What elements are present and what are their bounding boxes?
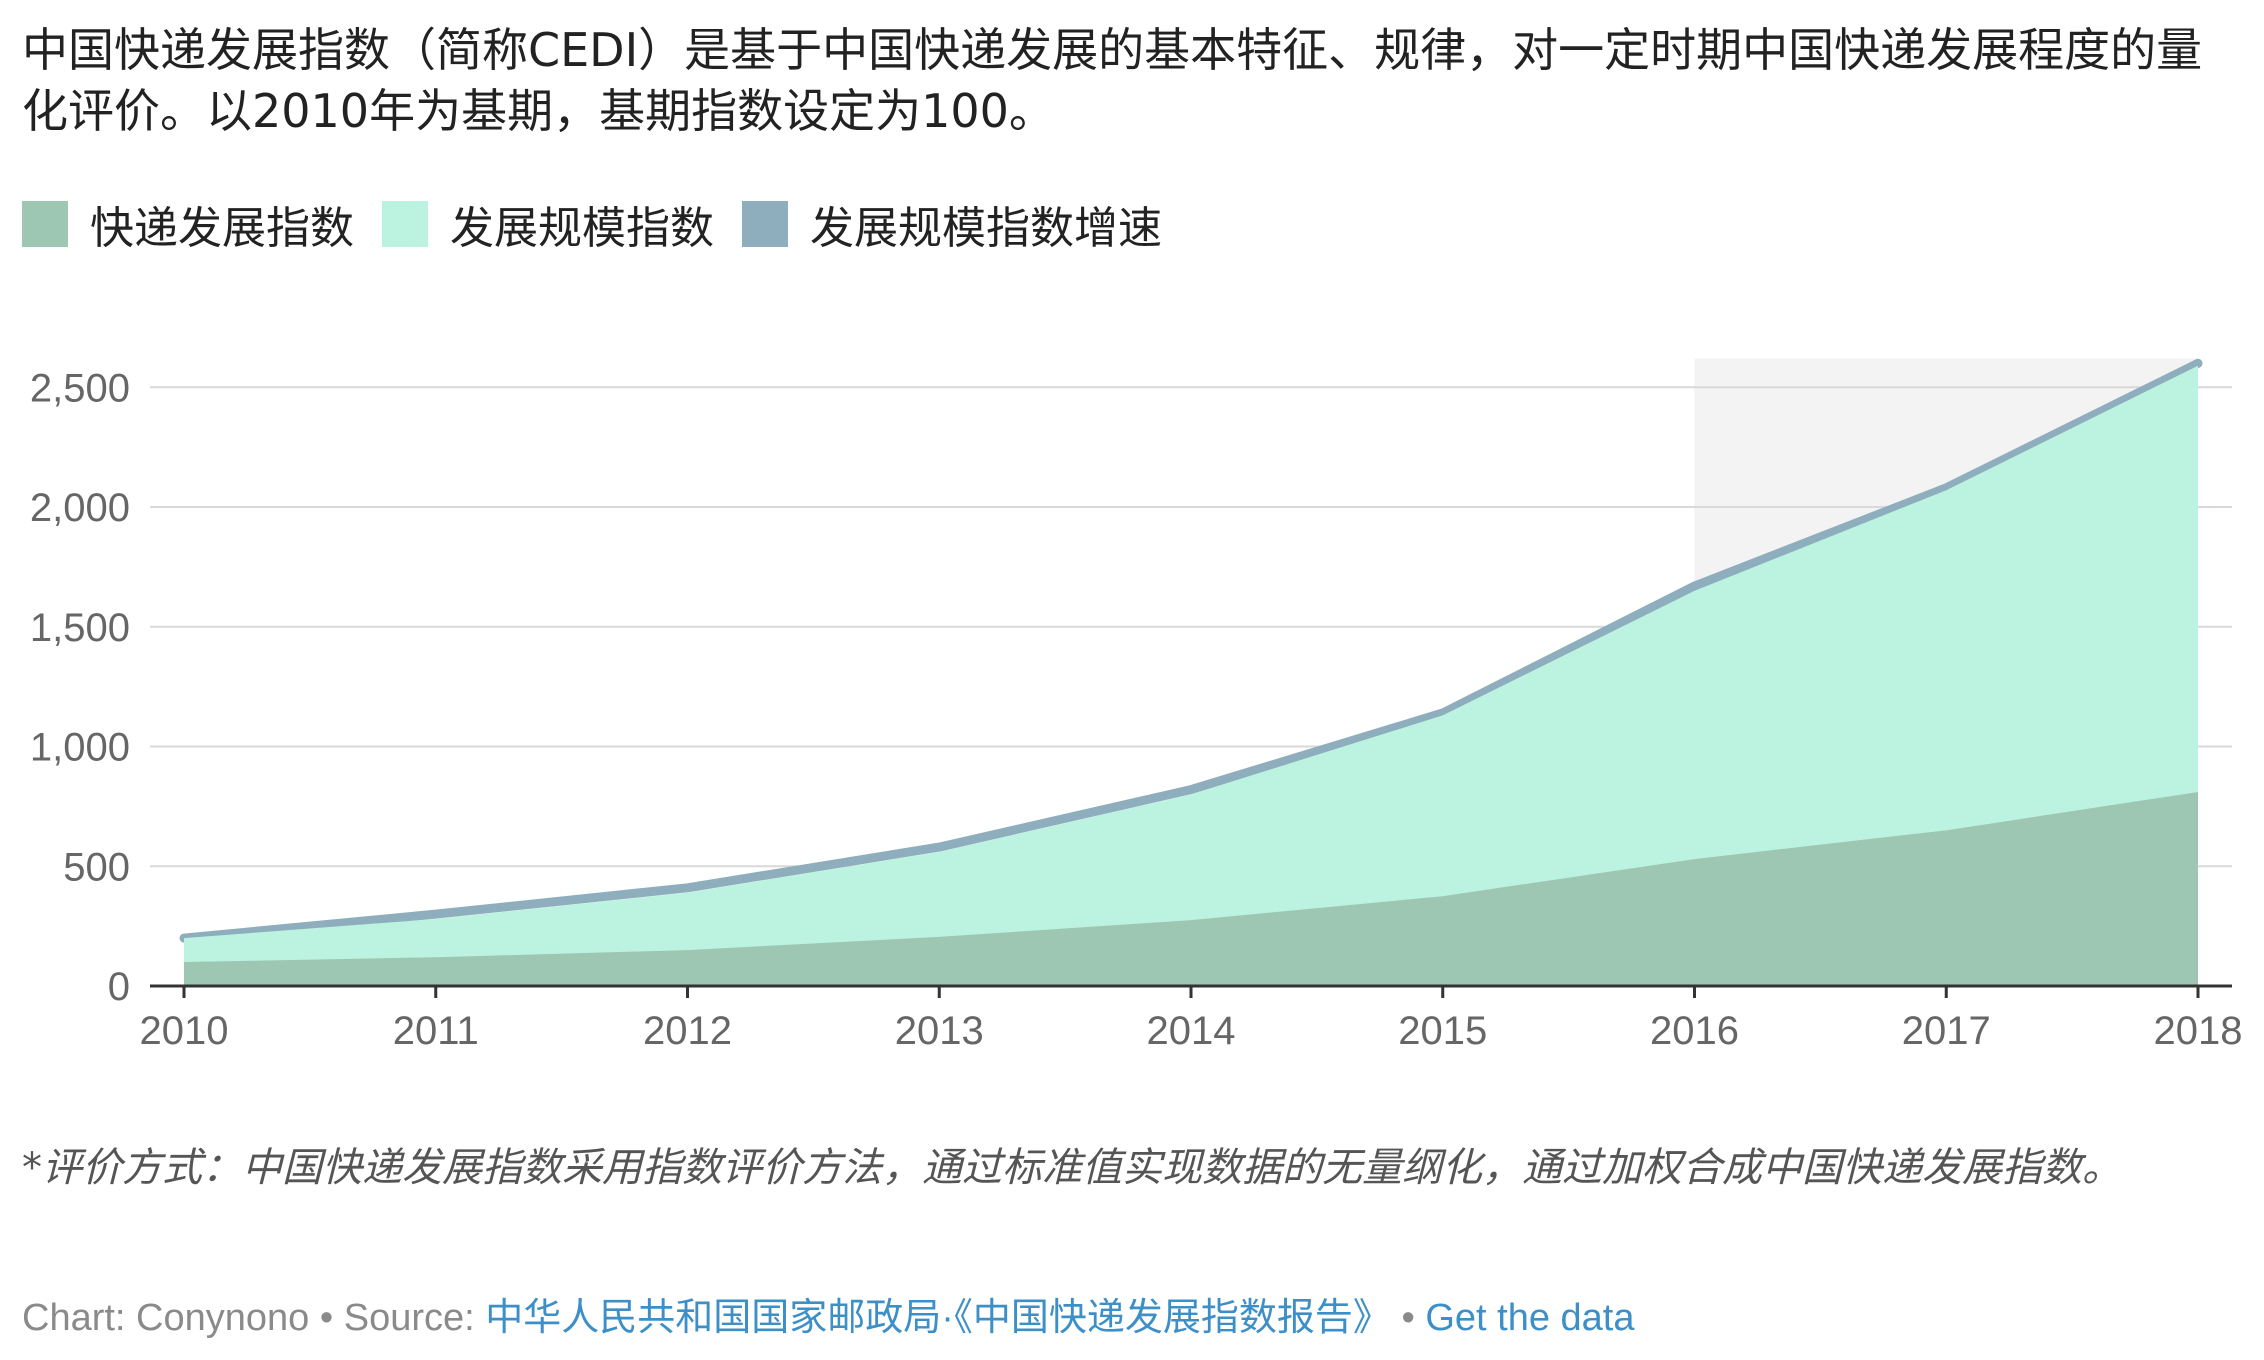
series-cedi-area [184,792,2198,986]
area-layer [179,358,2203,986]
x-tick-label: 2012 [643,1009,732,1053]
legend-swatch-cedi [22,201,68,247]
legend-label-growth: 发展规模指数增速 [810,203,1162,254]
y-tick-label: 0 [108,965,130,1009]
series-growth-line [179,358,2203,943]
footer-separator: • [309,1297,344,1339]
legend-swatch-growth [742,201,788,247]
x-tick-label: 2015 [1398,1009,1487,1053]
legend-item-cedi[interactable]: 快递发展指数 [22,192,354,256]
series-scale-area [184,365,2198,986]
legend-label-cedi: 快递发展指数 [90,203,354,254]
axis-layer: 0 500 1,000 1,500 2,000 2,500 2010 2011 2012 2013… [30,366,2243,1053]
y-tick-label: 2,500 [30,366,130,410]
get-data-link[interactable]: Get the data [1425,1297,1635,1339]
chart-intro-text: 中国快递发展指数（简称CEDI）是基于中国快递发展的基本特征、规律，对一定时期中… [22,23,2203,138]
chart-legend: 快递发展指数 发展规模指数 发展规模指数增速 [22,192,1190,256]
legend-item-growth[interactable]: 发展规模指数增速 [742,192,1162,256]
x-tick-label: 2011 [393,1009,479,1053]
y-tick-label: 1,500 [30,606,130,650]
x-tick-label: 2014 [1147,1009,1236,1053]
x-tick-label: 2013 [895,1009,984,1053]
legend-swatch-scale [382,201,428,247]
x-tick-label: 2016 [1650,1009,1739,1053]
y-tick-label: 1,000 [30,726,130,770]
chart-credit: Chart: Conynono [22,1297,310,1339]
x-tick-label: 2018 [2154,1009,2243,1053]
legend-label-scale: 发展规模指数 [450,203,714,254]
x-tick-label: 2010 [140,1009,229,1053]
footer-separator: • [1390,1297,1426,1339]
legend-item-scale[interactable]: 发展规模指数 [382,192,714,256]
y-tick-label: 500 [63,845,130,889]
chart-footer: Chart: Conynono • Source: 中华人民共和国国家邮政局·《… [22,1286,1635,1341]
source-label: Source: [343,1297,486,1339]
area-chart: 0 500 1,000 1,500 2,000 2,500 2010 2011 2012 2013… [30,358,2243,1053]
methodology-note: *评价方式：中国快递发展指数采用指数评价方法，通过标准值实现数据的无量纲化，通过… [22,1145,2122,1191]
y-tick-label: 2,000 [30,486,130,530]
source-link[interactable]: 中华人民共和国国家邮政局·《中国快递发展指数报告》 [485,1297,1391,1339]
x-tick-label: 2017 [1902,1009,1991,1053]
